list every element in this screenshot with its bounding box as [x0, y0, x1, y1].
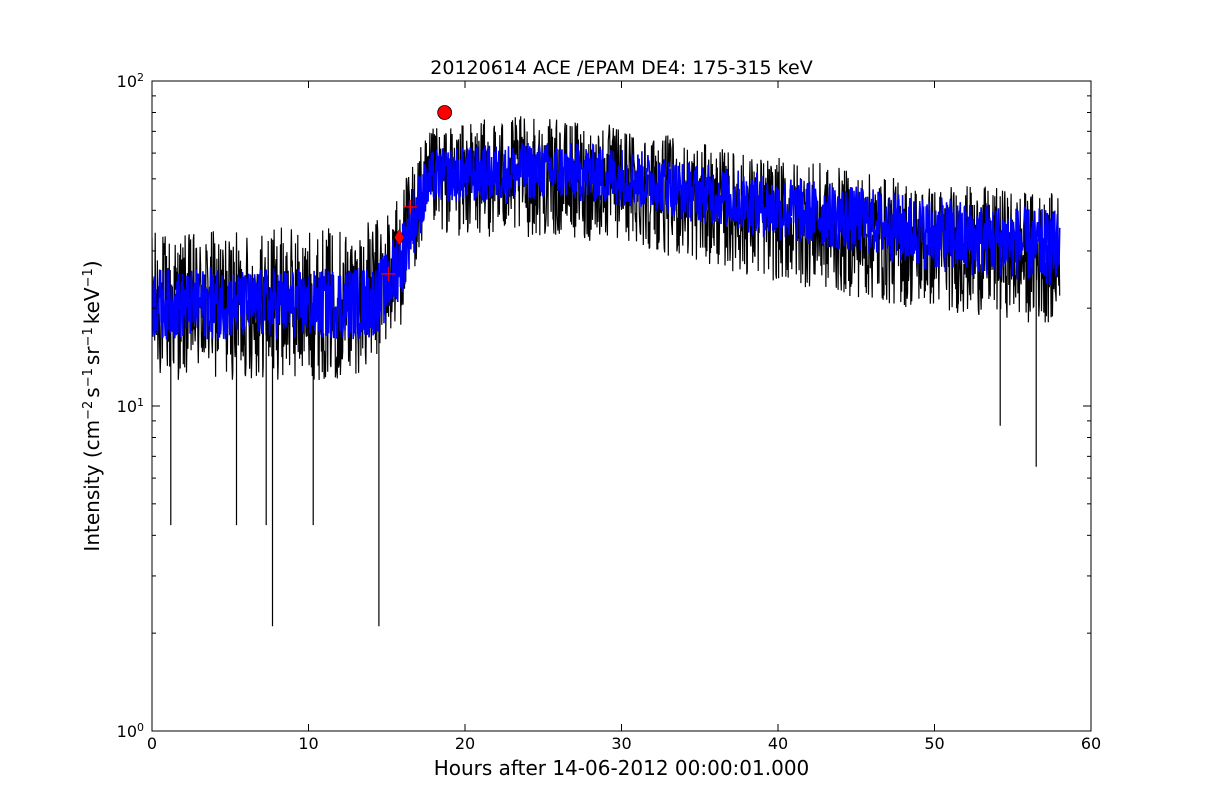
y-label-part4: keV: [80, 287, 104, 324]
y-label-sup1: −2: [81, 401, 96, 420]
marker-diamond-1: [393, 229, 405, 246]
y-axis-label: Intensity (cm−2s−1sr−1keV−1): [80, 260, 104, 551]
x-axis-ticks: 0 10 20 30 40 50 60: [147, 81, 1101, 753]
series-smoothed: [152, 142, 1061, 340]
x-tick-label: 20: [455, 734, 475, 753]
marker-plus-2: [403, 199, 418, 214]
x-tick-label: 0: [147, 734, 157, 753]
y-label-tail: ): [80, 260, 104, 268]
event-markers: [381, 105, 453, 281]
y-label-part3: sr: [80, 346, 104, 365]
plot-data-layer: [152, 105, 1061, 627]
y-label-part2: s: [80, 387, 104, 397]
y-axis-ticks: 100 101 102: [117, 71, 1091, 742]
x-tick-label: 30: [611, 734, 631, 753]
x-tick-label: 10: [298, 734, 318, 753]
series-line-0: [152, 116, 1061, 627]
y-label-sup4: −1: [81, 268, 96, 287]
marker-circle-3: [437, 105, 453, 120]
x-tick-label: 50: [924, 734, 944, 753]
x-tick-label: 40: [768, 734, 788, 753]
x-axis-label: Hours after 14-06-2012 00:00:01.000: [434, 756, 810, 780]
chart-title: 20120614 ACE /EPAM DE4: 175-315 keV: [430, 57, 812, 79]
marker-plus-0: [381, 266, 396, 281]
x-tick-label: 60: [1081, 734, 1101, 753]
y-tick-label: 101: [117, 396, 144, 417]
y-label-sup2: −1: [81, 368, 96, 387]
y-label-lead: Intensity (cm: [80, 420, 104, 552]
y-tick-label: 102: [117, 71, 144, 92]
series-raw: [152, 116, 1061, 627]
y-tick-label: 100: [117, 721, 144, 742]
series-line-1: [152, 142, 1061, 340]
y-label-sup3: −1: [81, 327, 96, 346]
